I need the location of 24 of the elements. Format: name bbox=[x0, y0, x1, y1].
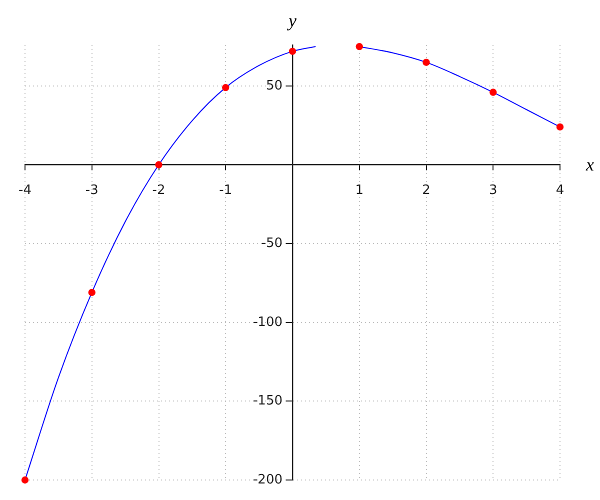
x-axis-title: x bbox=[585, 154, 594, 175]
point bbox=[422, 58, 430, 66]
y-tick-label: -150 bbox=[252, 394, 282, 409]
y-axis-title: y bbox=[286, 10, 296, 31]
x-tick-label: -1 bbox=[219, 182, 232, 198]
x-tick-label: 4 bbox=[556, 182, 564, 198]
x-tick-label: -4 bbox=[18, 182, 32, 198]
point bbox=[88, 288, 96, 296]
point bbox=[21, 476, 29, 484]
point bbox=[222, 84, 230, 92]
point bbox=[490, 88, 497, 96]
x-tick-label: 1 bbox=[355, 182, 364, 198]
y-tick-label: -50 bbox=[261, 236, 282, 251]
point bbox=[155, 161, 162, 168]
point bbox=[288, 48, 296, 55]
x-tick-label: 2 bbox=[422, 182, 430, 198]
x-tick-label: -3 bbox=[85, 182, 98, 198]
y-tick-label: 50 bbox=[266, 78, 282, 94]
x-tick-label: 3 bbox=[488, 182, 498, 198]
y-tick-label: -200 bbox=[252, 472, 282, 488]
x-tick-label: -2 bbox=[152, 182, 166, 198]
point bbox=[556, 123, 564, 131]
y-tick-label: -100 bbox=[252, 314, 282, 330]
point bbox=[356, 42, 363, 50]
